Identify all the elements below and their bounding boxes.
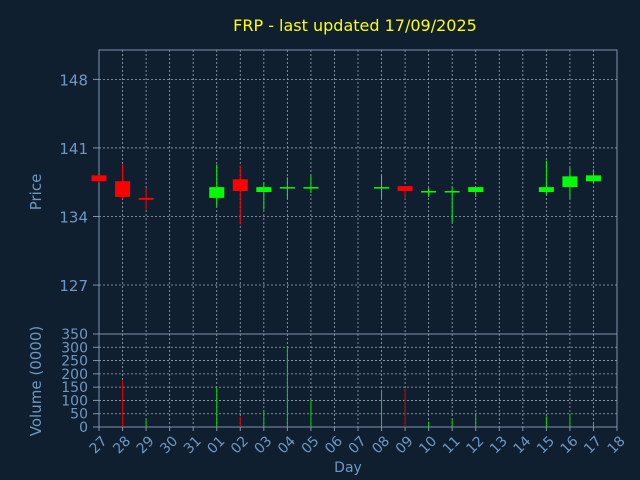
candle [138,188,154,210]
candle [279,177,295,199]
candle [444,187,460,223]
volume-series [122,345,594,427]
day-tick-label: 17 [581,433,605,457]
day-tick-label: 08 [369,433,393,457]
candle-body [585,175,601,182]
price-axis: 127 134 141 148 [59,71,99,295]
day-tick-label: 15 [534,433,558,457]
candle-body [444,191,460,193]
day-tick-label: 27 [87,433,111,457]
price-tick-label: 141 [59,140,88,158]
candle [115,164,131,199]
day-tick-label: 02 [228,433,252,457]
candle [562,167,578,199]
day-tick-label: 09 [393,433,417,457]
day-tick-label: 04 [275,433,299,457]
candle-body [374,187,390,189]
candle-body [397,186,413,192]
candle-body [562,176,578,188]
candle [303,175,319,193]
day-tick-label: 18 [605,433,629,457]
day-tick-label: 10 [416,433,440,457]
candle-body [91,175,107,182]
volume-tick-label: 350 [61,327,88,343]
day-tick-label: 11 [440,433,464,457]
volume-tick-label: 100 [61,393,88,409]
price-tick-label: 148 [59,71,88,89]
candle [374,175,390,199]
candle-body [303,187,319,189]
volume-tick-label: 0 [79,420,88,436]
candle [421,188,437,197]
price-tick-label: 134 [59,208,88,226]
price-axis-label: Price [27,174,45,211]
volume-tick-label: 300 [61,340,88,356]
candle [256,182,272,210]
day-tick-label: 06 [322,433,346,457]
day-tick-label: 05 [299,433,323,457]
volume-tick-label: 250 [61,354,88,370]
price-tick-label: 127 [59,277,88,295]
volume-tick-label: 50 [70,407,88,423]
volume-axis-label: Volume (0000) [27,326,45,436]
candle [209,164,225,207]
candle [585,169,601,184]
day-tick-label: 01 [204,433,228,457]
volume-tick-label: 200 [61,367,88,383]
day-tick-label: 14 [511,433,535,457]
candle-body [279,187,295,189]
candle-body [138,197,154,200]
volume-tick-label: 150 [61,380,88,396]
candle-body [256,187,272,192]
day-axis: 27 28 29 30 31 01 02 03 04 05 06 07 08 09 10 11 12 13 14 15… [87,427,629,457]
candle-body [538,187,554,192]
day-tick-label: 16 [558,433,582,457]
candle [468,187,484,197]
volume-grid [98,333,618,428]
candle-body [209,187,225,198]
candle-body [115,181,131,197]
day-tick-label: 13 [487,433,511,457]
day-tick-label: 12 [463,433,487,457]
candle [397,186,413,199]
day-tick-label: 07 [346,433,370,457]
chart-title: FRP - last updated 17/09/2025 [233,16,477,35]
day-axis-label: Day [334,460,362,476]
candle-body [232,179,248,192]
candle-body [421,191,437,193]
day-tick-label: 31 [181,433,205,457]
day-tick-label: 28 [110,433,134,457]
day-tick-label: 30 [157,433,181,457]
candle-body [468,187,484,192]
candlestick-series [91,160,601,225]
candle [232,165,248,225]
candle [538,160,554,195]
candle [91,175,107,183]
day-tick-label: 29 [134,433,158,457]
day-tick-label: 03 [252,433,276,457]
